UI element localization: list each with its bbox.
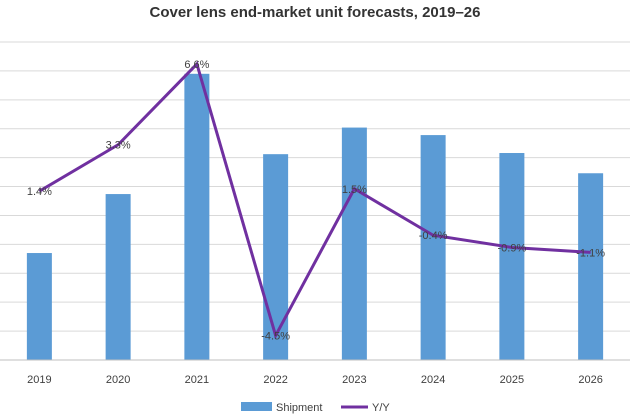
x-tick-label: 2023 (342, 374, 366, 386)
data-label: -0.4% (419, 230, 448, 242)
data-label: -0.9% (498, 242, 527, 254)
data-label: 1.4% (27, 186, 52, 198)
data-label: -4.5% (261, 331, 290, 343)
x-tick-label: 2026 (578, 374, 602, 386)
x-tick-label: 2024 (421, 374, 445, 386)
legend-label: Shipment (276, 402, 322, 414)
data-label: 6.6% (184, 59, 209, 71)
bar (499, 153, 525, 360)
chart-title: Cover lens end-market unit forecasts, 20… (149, 4, 481, 21)
legend-swatch-bar (241, 402, 272, 411)
bar (341, 127, 367, 360)
x-tick-label: 2019 (27, 374, 51, 386)
bar (105, 194, 131, 360)
data-label: 3.3% (106, 140, 131, 152)
x-tick-label: 2021 (185, 374, 209, 386)
bar (26, 253, 52, 360)
data-label: -1.1% (576, 247, 605, 259)
x-tick-label: 2022 (263, 374, 287, 386)
bar (184, 73, 210, 361)
x-tick-label: 2025 (500, 374, 524, 386)
legend-label: Y/Y (372, 402, 390, 414)
yy-line (38, 61, 591, 340)
bar (578, 173, 604, 360)
data-label: 1.5% (342, 184, 367, 196)
bar (420, 135, 446, 360)
x-tick-label: 2020 (106, 374, 130, 386)
bar (263, 154, 289, 360)
